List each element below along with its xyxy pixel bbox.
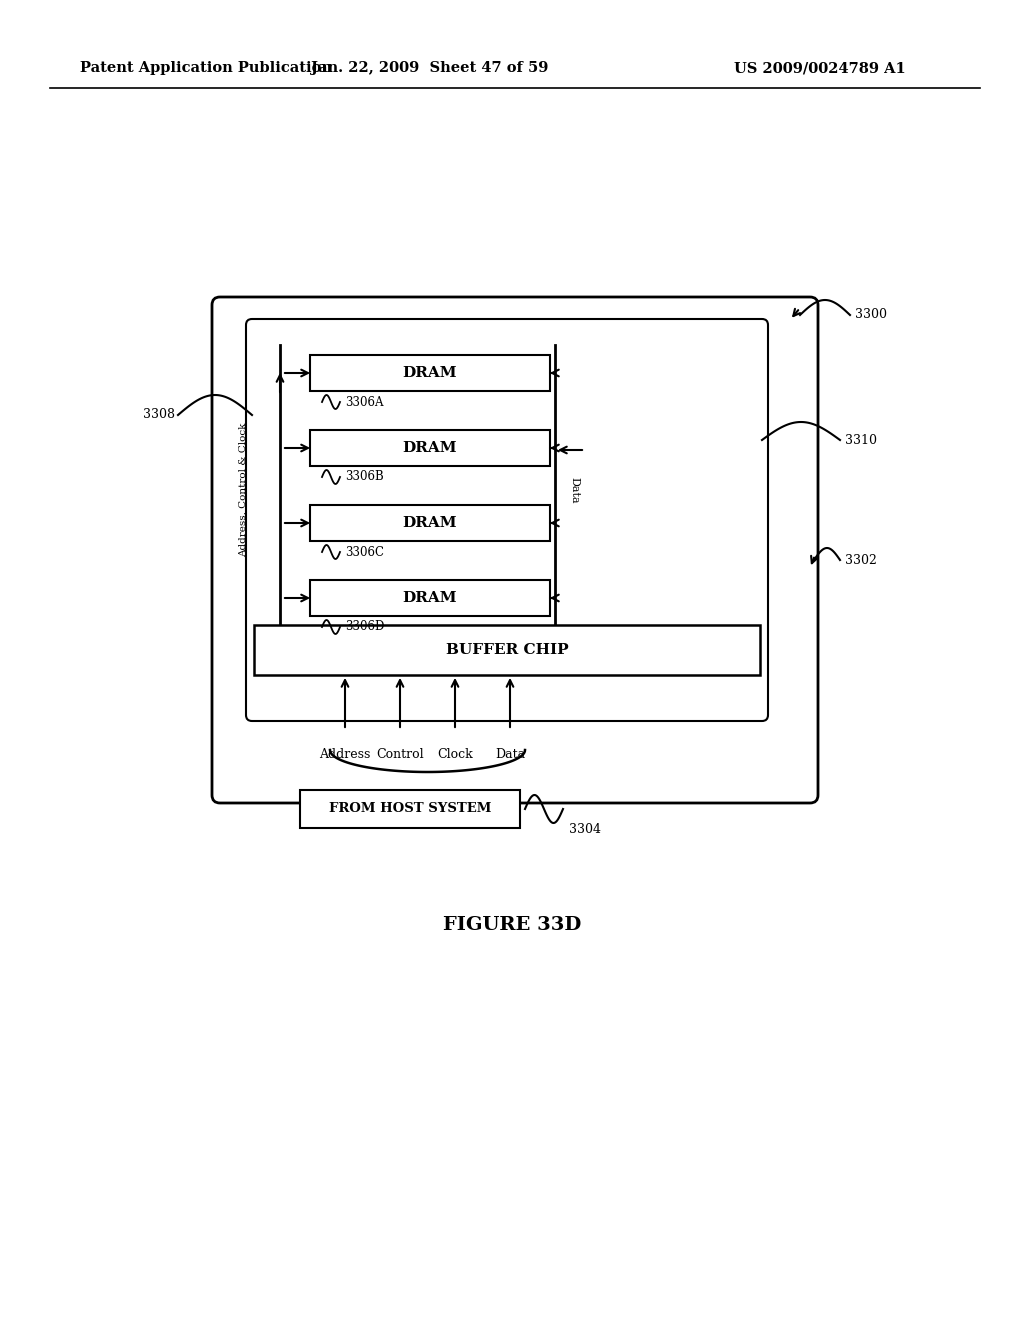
Text: FIGURE 33D: FIGURE 33D — [442, 916, 582, 935]
Text: 3310: 3310 — [845, 433, 877, 446]
FancyBboxPatch shape — [212, 297, 818, 803]
Text: Data: Data — [569, 477, 579, 503]
Text: 3300: 3300 — [855, 309, 887, 322]
Text: Jan. 22, 2009  Sheet 47 of 59: Jan. 22, 2009 Sheet 47 of 59 — [311, 61, 549, 75]
Text: Address: Address — [319, 748, 371, 762]
Text: 3302: 3302 — [845, 553, 877, 566]
Text: DRAM: DRAM — [402, 366, 458, 380]
Text: 3304: 3304 — [569, 822, 601, 836]
FancyBboxPatch shape — [310, 430, 550, 466]
FancyBboxPatch shape — [310, 506, 550, 541]
Text: FROM HOST SYSTEM: FROM HOST SYSTEM — [329, 803, 492, 816]
Text: US 2009/0024789 A1: US 2009/0024789 A1 — [734, 61, 906, 75]
Text: Control: Control — [376, 748, 424, 762]
Text: Clock: Clock — [437, 748, 473, 762]
Text: 3306B: 3306B — [345, 470, 384, 483]
FancyBboxPatch shape — [300, 789, 520, 828]
FancyBboxPatch shape — [310, 355, 550, 391]
Text: 3306D: 3306D — [345, 620, 384, 634]
Text: 3306C: 3306C — [345, 545, 384, 558]
Text: Data: Data — [495, 748, 525, 762]
FancyBboxPatch shape — [310, 579, 550, 616]
Text: DRAM: DRAM — [402, 516, 458, 531]
FancyBboxPatch shape — [254, 624, 760, 675]
Text: 3306A: 3306A — [345, 396, 384, 408]
Text: 3308: 3308 — [143, 408, 175, 421]
FancyBboxPatch shape — [246, 319, 768, 721]
Text: Address, Control & Clock: Address, Control & Clock — [239, 422, 248, 557]
Text: DRAM: DRAM — [402, 591, 458, 605]
Text: DRAM: DRAM — [402, 441, 458, 455]
Text: Patent Application Publication: Patent Application Publication — [80, 61, 332, 75]
Text: BUFFER CHIP: BUFFER CHIP — [445, 643, 568, 657]
